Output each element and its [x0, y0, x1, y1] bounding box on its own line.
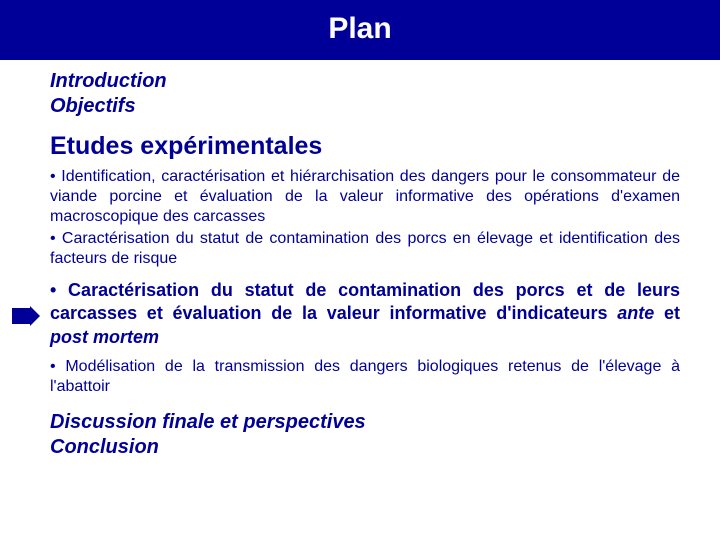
bullet-item-1: • Identification, caractérisation et hié…: [50, 167, 680, 227]
bullet-item-2: • Caractérisation du statut de contamina…: [50, 229, 680, 269]
intro-line-1: Introduction: [50, 70, 680, 93]
end-line-2: Conclusion: [50, 436, 680, 459]
page-title: Plan: [0, 12, 720, 46]
bullet-3-mid: et: [654, 303, 680, 323]
bullet-3-text-prefix: • Caractérisation du statut de contamina…: [50, 280, 680, 323]
content-area: Introduction Objectifs Etudes expériment…: [0, 60, 720, 459]
pointer-arrow-icon: [12, 306, 40, 326]
bullet-3-postmortem: post mortem: [50, 327, 159, 347]
bullet-3-ante: ante: [617, 303, 654, 323]
title-banner: Plan: [0, 0, 720, 60]
end-line-1: Discussion finale et perspectives: [50, 411, 680, 434]
bullet-item-3-highlight: • Caractérisation du statut de contamina…: [50, 279, 680, 349]
intro-line-2: Objectifs: [50, 95, 680, 118]
main-heading: Etudes expérimentales: [50, 132, 680, 161]
bullet-item-4: • Modélisation de la transmission des da…: [50, 357, 680, 397]
